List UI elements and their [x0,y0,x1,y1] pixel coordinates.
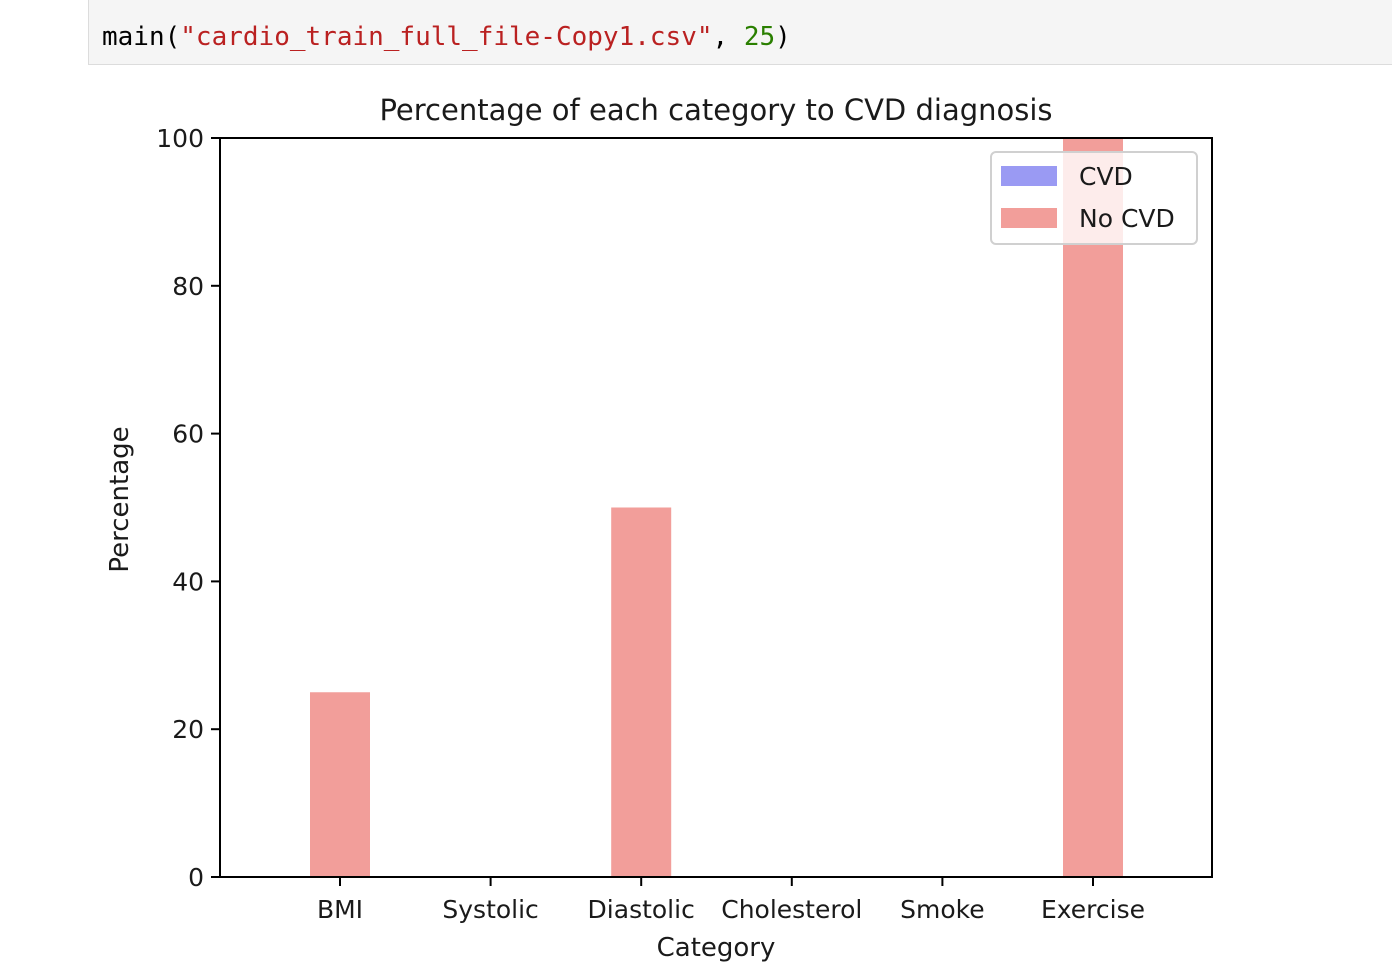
cell-output-area: Percentage of each category to CVD diagn… [88,66,1392,980]
x-tick-label: Exercise [1041,895,1145,924]
code-separator: , [712,22,744,52]
x-tick-label: Systolic [442,895,538,924]
bar-no-cvd-bmi [310,692,370,877]
code-number-argument: 25 [743,22,776,52]
x-tick-label: BMI [317,895,363,924]
code-function-name: main [102,22,165,52]
code-cell[interactable]: main("cardio_train_full_file-Copy1.csv",… [88,0,1392,65]
legend-label-cvd: CVD [1079,162,1133,191]
y-tick-label: 100 [156,124,204,153]
legend-swatch-no-cvd [1001,208,1057,228]
x-axis-label: Category [657,933,776,963]
y-tick-label: 20 [172,715,204,744]
code-string-argument: "cardio_train_full_file-Copy1.csv" [180,22,713,52]
x-tick-label: Smoke [900,895,985,924]
code-close-paren: ) [775,22,791,52]
bar-no-cvd-diastolic [611,507,672,877]
y-tick-label: 40 [172,567,204,596]
plot-frame [219,137,1213,878]
code-open-paren: ( [164,22,181,52]
y-tick-label: 60 [172,420,204,449]
code-line[interactable]: main("cardio_train_full_file-Copy1.csv",… [102,20,791,54]
y-tick-label: 80 [172,272,204,301]
chart-title: Percentage of each category to CVD diagn… [379,93,1052,127]
bar-chart: Percentage of each category to CVD diagn… [105,93,1213,963]
legend-swatch-cvd [1001,166,1057,186]
bar-no-cvd-exercise [1063,138,1123,877]
x-tick-label: Cholesterol [721,895,862,924]
x-tick-label: Diastolic [588,895,695,924]
legend-label-no-cvd: No CVD [1079,204,1175,233]
y-tick-label: 0 [188,863,204,892]
y-axis-label: Percentage [105,426,135,572]
